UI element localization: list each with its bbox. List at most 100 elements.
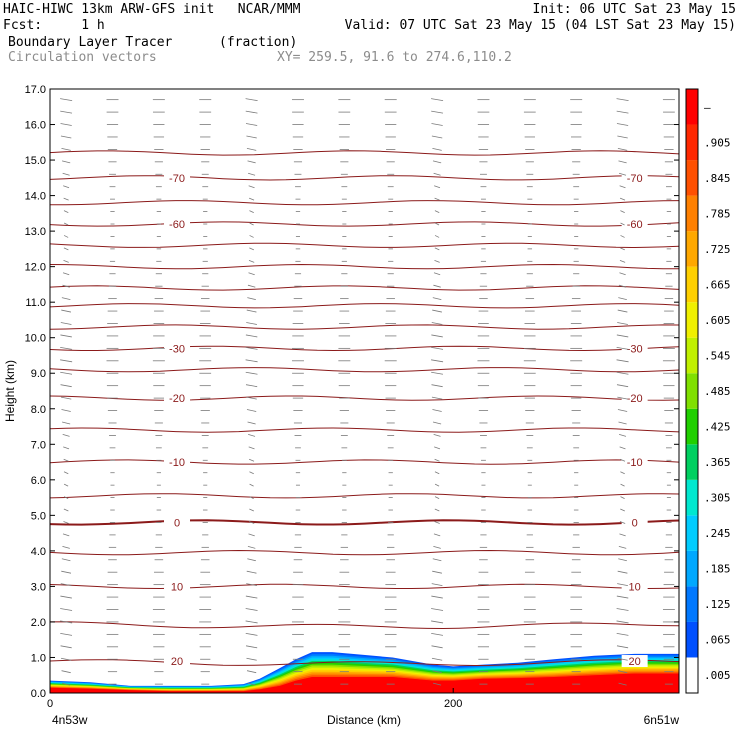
isotherm-line bbox=[49, 221, 680, 227]
circulation-vector bbox=[619, 185, 626, 189]
circulation-vector bbox=[432, 160, 442, 164]
circulation-vector bbox=[247, 284, 256, 288]
circulation-vector bbox=[618, 558, 627, 562]
circulation-vector bbox=[62, 533, 70, 537]
circulation-vector bbox=[63, 508, 69, 512]
circulation-vector bbox=[248, 533, 255, 537]
isotherm-line bbox=[49, 459, 680, 465]
y-tick-label: 17.0 bbox=[25, 84, 46, 96]
colorbar-swatch bbox=[686, 89, 698, 125]
circulation-vector bbox=[620, 483, 625, 487]
temperature-contour-label: -10 bbox=[627, 457, 643, 469]
header-vector-name: Circulation vectors bbox=[8, 50, 157, 65]
contour-label-mask bbox=[621, 171, 648, 184]
contour-label-mask bbox=[621, 342, 648, 355]
y-tick-label: 1.0 bbox=[31, 652, 46, 664]
circulation-vector bbox=[616, 346, 629, 350]
circulation-vector bbox=[61, 421, 71, 425]
circulation-vector bbox=[245, 98, 258, 102]
temperature-contour-label: 0 bbox=[174, 517, 180, 529]
circulation-vector bbox=[63, 259, 69, 263]
contour-label-mask bbox=[621, 392, 648, 405]
y-tick-label: 5.0 bbox=[31, 510, 46, 522]
circulation-vector bbox=[61, 160, 71, 164]
circulation-vector bbox=[432, 670, 442, 674]
circulation-vector bbox=[617, 148, 628, 151]
circulation-vector bbox=[432, 421, 442, 425]
circulation-vector bbox=[618, 545, 627, 549]
circulation-vector bbox=[617, 409, 628, 412]
temperature-contour-label: -30 bbox=[627, 343, 643, 355]
y-axis-label: Height (km) bbox=[3, 360, 17, 422]
circulation-vector bbox=[247, 160, 256, 164]
circulation-vector bbox=[434, 197, 440, 201]
circulation-vector bbox=[616, 123, 629, 126]
circulation-vector bbox=[63, 496, 69, 499]
colorbar-swatch bbox=[686, 373, 698, 409]
colorbar-swatch bbox=[686, 479, 698, 516]
circulation-vector bbox=[248, 259, 255, 263]
circulation-vector bbox=[246, 409, 257, 412]
y-tick-label: 4.0 bbox=[31, 546, 46, 558]
y-tick-label: 2.0 bbox=[31, 617, 46, 629]
circulation-vector bbox=[434, 247, 440, 251]
colorbar-swatch bbox=[686, 408, 698, 445]
circulation-vector bbox=[431, 322, 443, 325]
header-field-units: (fraction) bbox=[219, 35, 298, 50]
circulation-vector bbox=[620, 210, 625, 213]
circulation-vector bbox=[62, 545, 70, 549]
circulation-vector bbox=[248, 172, 256, 176]
circulation-vector bbox=[431, 608, 444, 611]
circulation-vector bbox=[616, 110, 629, 114]
circulation-vector bbox=[431, 657, 443, 661]
colorbar-frame bbox=[685, 88, 699, 694]
colorbar-swatch bbox=[686, 302, 698, 338]
temperature-contour-label: 0 bbox=[632, 517, 638, 529]
circulation-vector bbox=[619, 272, 626, 276]
circulation-vector bbox=[434, 235, 440, 238]
colorbar-swatch bbox=[686, 266, 698, 303]
colorbar-label: .845 bbox=[704, 172, 731, 185]
circulation-vector bbox=[245, 620, 258, 624]
circulation-vector bbox=[247, 297, 256, 301]
circulation-vector bbox=[617, 309, 628, 313]
contour-label-mask bbox=[164, 516, 191, 529]
circulation-vector bbox=[618, 284, 627, 288]
circulation-vector bbox=[434, 521, 440, 524]
contour-label-mask bbox=[621, 516, 648, 529]
circulation-vector bbox=[60, 620, 73, 624]
colorbar-swatch bbox=[686, 160, 698, 196]
circulation-vector bbox=[431, 98, 444, 102]
circulation-vector bbox=[247, 682, 256, 686]
temperature-contour-label: -30 bbox=[169, 343, 185, 355]
header-model-title: HAIC-HIWC 13km ARW-GFS init NCAR/MMM bbox=[3, 2, 301, 17]
circulation-vector bbox=[431, 595, 443, 599]
header-init-time: Init: 06 UTC Sat 23 May 15 bbox=[532, 2, 737, 17]
circulation-vector bbox=[616, 620, 629, 624]
x-axis-label: Distance (km) bbox=[327, 713, 401, 727]
circulation-vector bbox=[60, 645, 72, 649]
circulation-vector bbox=[63, 235, 69, 238]
contour-label-mask bbox=[164, 171, 191, 184]
colorbar-label: .725 bbox=[704, 243, 731, 256]
colorbar-swatch bbox=[686, 231, 698, 267]
circulation-vector bbox=[63, 521, 69, 524]
circulation-vector bbox=[248, 521, 255, 524]
circulation-vector bbox=[245, 371, 258, 375]
circulation-vector bbox=[249, 508, 255, 512]
circulation-vector bbox=[245, 645, 258, 649]
circulation-vector bbox=[618, 682, 627, 686]
circulation-vector bbox=[620, 235, 625, 238]
circulation-vector bbox=[62, 284, 70, 288]
circulation-vector bbox=[433, 284, 441, 288]
circulation-vector bbox=[246, 135, 257, 139]
circulation-vector bbox=[60, 583, 72, 587]
circulation-vector bbox=[619, 521, 626, 524]
circulation-vector bbox=[620, 222, 625, 226]
y-tick-label: 9.0 bbox=[31, 368, 46, 380]
header-field-name: Boundary Layer Tracer bbox=[8, 35, 173, 50]
temperature-contour-label: 20 bbox=[629, 656, 641, 668]
circulation-vector bbox=[246, 570, 257, 574]
circulation-vector bbox=[245, 346, 258, 350]
